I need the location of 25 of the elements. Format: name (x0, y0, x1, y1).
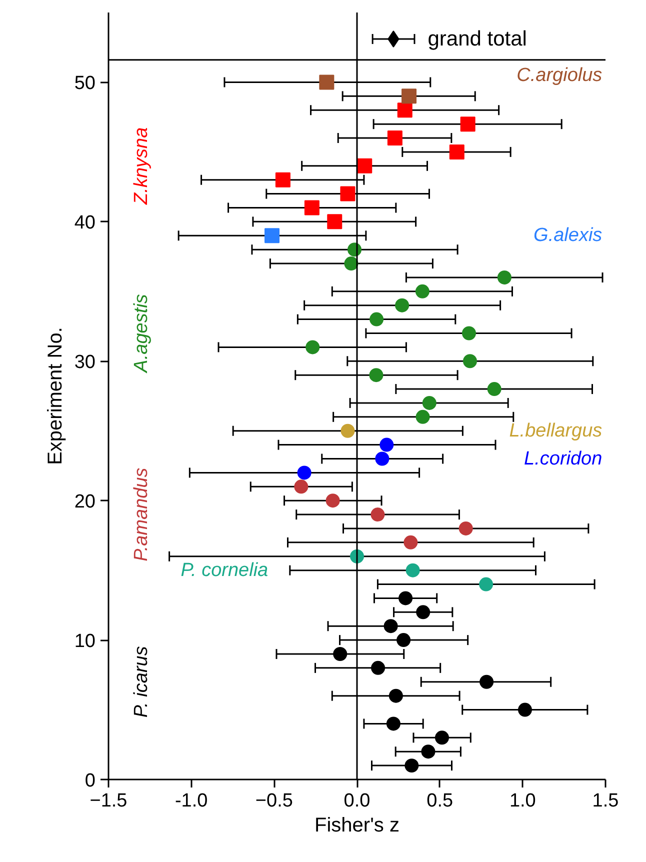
x-tick-label: 0.0 (344, 790, 370, 812)
text: A.agestis (131, 294, 152, 374)
x-tick-label: 0.5 (426, 790, 454, 812)
text: P. cornelia (180, 560, 268, 581)
y-tick-label: 0 (84, 770, 96, 792)
text: Z.knysna (131, 127, 152, 206)
y-tick-label: 50 (74, 73, 96, 94)
text: P. icarus (131, 646, 152, 718)
y-tick-label: 40 (74, 212, 96, 234)
y-tick-label: 20 (74, 492, 96, 513)
y-axis-title: Experiment No. (44, 327, 66, 465)
x-tick-label: −0.5 (255, 790, 293, 812)
text: G.alexis (534, 225, 603, 246)
y-tick-label: 10 (74, 631, 96, 652)
text: L.bellargus (509, 420, 603, 442)
text: P.amandus (131, 467, 152, 562)
text: C.argiolus (516, 64, 603, 86)
x-tick-label: 1.0 (509, 790, 536, 812)
x-tick-label: −1.5 (90, 790, 128, 812)
y-tick-label: 30 (74, 352, 96, 374)
x-tick-label: -1.0 (174, 790, 208, 812)
x-axis-title: Fisher's z (314, 814, 400, 836)
x-tick-label: 1.5 (592, 790, 619, 812)
series-label: grand total (428, 27, 527, 50)
text: L.coridon (524, 448, 602, 470)
